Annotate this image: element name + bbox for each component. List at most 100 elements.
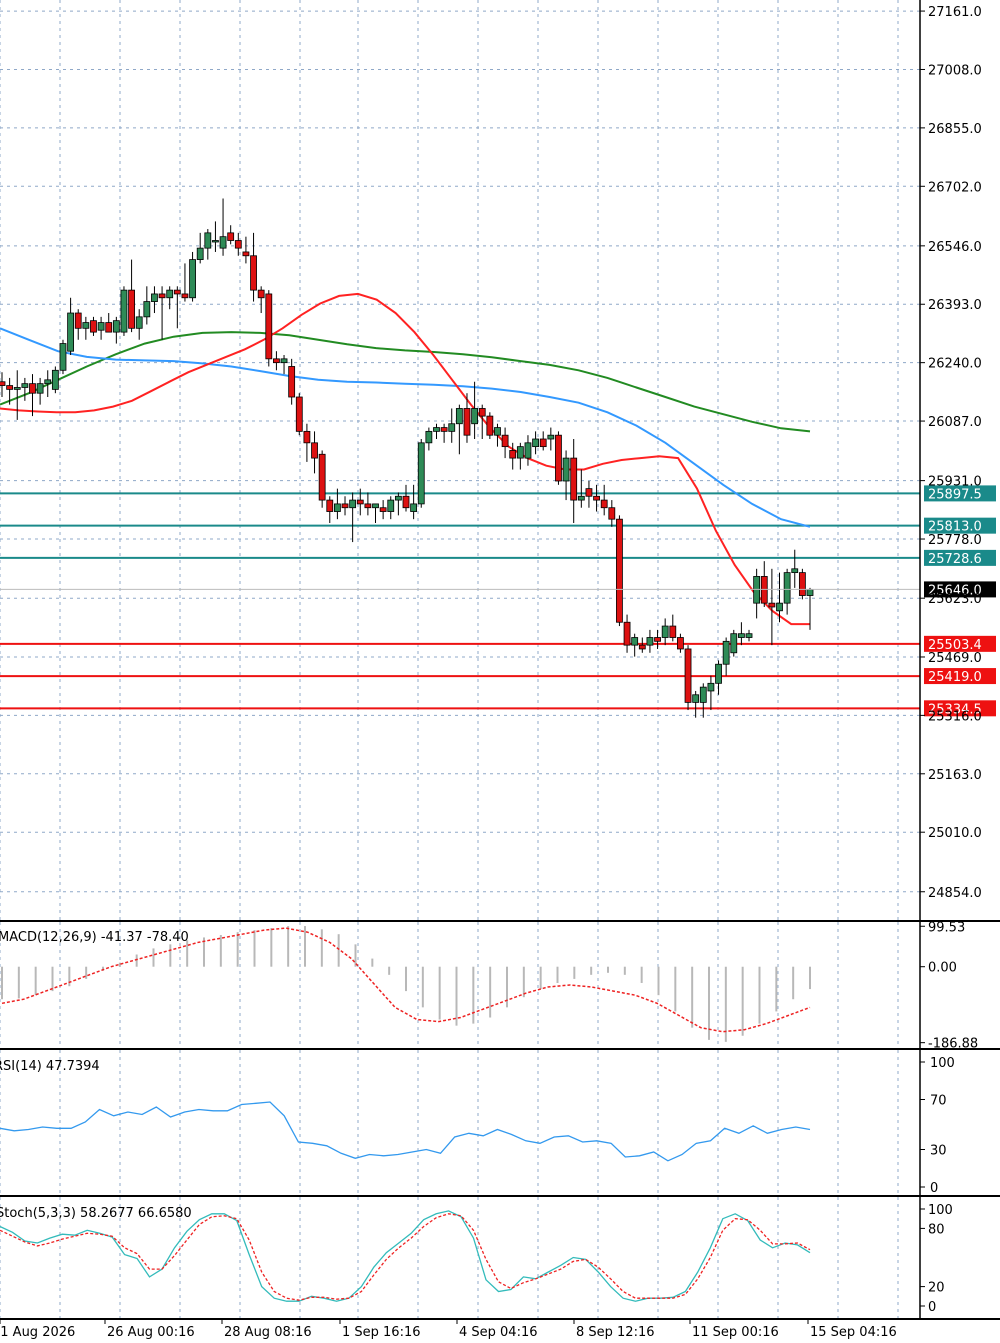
rsi-y-tick-label: 100: [930, 1056, 955, 1071]
candle-body: [608, 507, 616, 520]
resistance-level-tag: [924, 517, 996, 534]
rsi-y-tick-label: 30: [930, 1144, 947, 1159]
candle-body: [646, 637, 654, 646]
candle-body: [204, 232, 212, 249]
candle-body: [112, 320, 120, 333]
candle-body: [669, 625, 677, 638]
rsi-panel: [0, 1101, 811, 1162]
candle-body: [638, 644, 646, 650]
candle-body: [730, 633, 738, 654]
y-tick-label: 25778.0: [928, 533, 982, 548]
candle-body: [234, 240, 242, 249]
macd-y-tick-label: 0.00: [928, 961, 957, 976]
candle-body: [135, 316, 143, 329]
candle-body: [120, 289, 128, 333]
candle-body: [509, 450, 517, 459]
candle-body: [486, 415, 494, 436]
candle-body: [562, 457, 570, 482]
stoch-k-line: [0, 1210, 811, 1302]
macd-panel: [1, 926, 811, 1042]
candle-body: [143, 301, 151, 318]
candle-body: [684, 648, 692, 703]
candle-body: [539, 438, 547, 448]
candle-body: [555, 434, 562, 482]
candle-body: [394, 495, 402, 501]
candle-body: [577, 495, 585, 501]
candle-body: [74, 312, 82, 329]
main-panel: 25897.5 25813.0 25728.6 25503.4 25419.0 25334…: [0, 198, 996, 718]
candle-body: [600, 499, 608, 509]
candle-body: [623, 621, 631, 646]
candle-body: [196, 247, 204, 260]
candle-body: [189, 259, 196, 299]
x-tick-label: 11 Sep 00:16: [692, 1325, 779, 1340]
y-tick-label: 25623.0: [928, 592, 982, 607]
candle-body: [303, 430, 311, 444]
stoch-y-tick-label: 0: [928, 1300, 936, 1315]
macd-y-tick-label: -186.88: [928, 1037, 978, 1052]
candle-body: [798, 572, 806, 596]
candle-body: [82, 322, 90, 329]
candle-body: [173, 289, 181, 295]
y-tick-label: 26702.0: [928, 180, 982, 195]
candle-body: [0, 381, 6, 386]
candle-body: [311, 442, 318, 459]
candle-body: [265, 293, 273, 360]
candle-body: [13, 387, 21, 390]
candle-body: [768, 602, 776, 608]
macd-label: MACD(12,26,9) -41.37 -78.40: [0, 930, 189, 945]
y-tick-label: 25163.0: [928, 768, 982, 783]
y-tick-label: 25316.0: [928, 709, 982, 724]
candle-body: [410, 503, 418, 512]
candle-body: [631, 637, 639, 646]
candle-body: [326, 499, 334, 512]
candle-body: [532, 438, 539, 448]
y-tick-label: 27008.0: [928, 63, 982, 78]
y-tick-label: 25469.0: [928, 651, 982, 666]
macd-y-tick-label: 99.53: [928, 920, 965, 935]
y-tick-label: 26087.0: [928, 415, 982, 430]
ma-fast-line: [0, 292, 810, 626]
y-tick-label: 25931.0: [928, 475, 982, 490]
candle-body: [227, 232, 235, 241]
stoch-y-tick-label: 100: [928, 1203, 953, 1218]
candle-body: [783, 572, 791, 604]
candle-body: [36, 383, 44, 394]
candle-body: [654, 637, 661, 642]
rsi-label: RSI(14) 47.7394: [0, 1059, 100, 1074]
support-level-tag-text: 25334.5: [928, 702, 982, 717]
candle-body: [463, 408, 471, 436]
candle-body: [440, 427, 448, 432]
x-tick-label: 8 Sep 12:16: [576, 1325, 655, 1340]
rsi-y-tick-label: 0: [930, 1181, 938, 1196]
ma-slow-line: [0, 331, 811, 433]
y-tick-label: 27161.0: [928, 5, 982, 20]
support-level-tag: [924, 635, 996, 652]
candle-body: [273, 358, 280, 364]
candle-body: [29, 383, 36, 394]
candle-body: [349, 499, 357, 509]
candle-body: [699, 686, 707, 703]
candle-body: [364, 503, 372, 509]
stoch-y-tick-label: 80: [928, 1222, 945, 1237]
candle-body: [90, 320, 97, 333]
resistance-level-tag: [924, 549, 996, 566]
candle-body: [242, 251, 250, 257]
candle-body: [722, 640, 730, 665]
candle-body: [212, 240, 219, 243]
candle-body: [379, 507, 387, 512]
candle-body: [593, 495, 600, 501]
candle-body: [547, 434, 555, 440]
candle-body: [737, 633, 745, 638]
candle-body: [387, 499, 395, 512]
ma-mid-line: [0, 327, 811, 528]
stoch-panel: [0, 1210, 811, 1302]
x-tick-label: 21 Aug 2026: [0, 1325, 75, 1340]
candle-body: [21, 383, 29, 388]
candle-body: [585, 488, 593, 497]
y-tick-label: 25010.0: [928, 826, 982, 841]
candle-body: [333, 503, 341, 512]
candle-body: [51, 369, 59, 390]
candle-body: [402, 495, 410, 509]
